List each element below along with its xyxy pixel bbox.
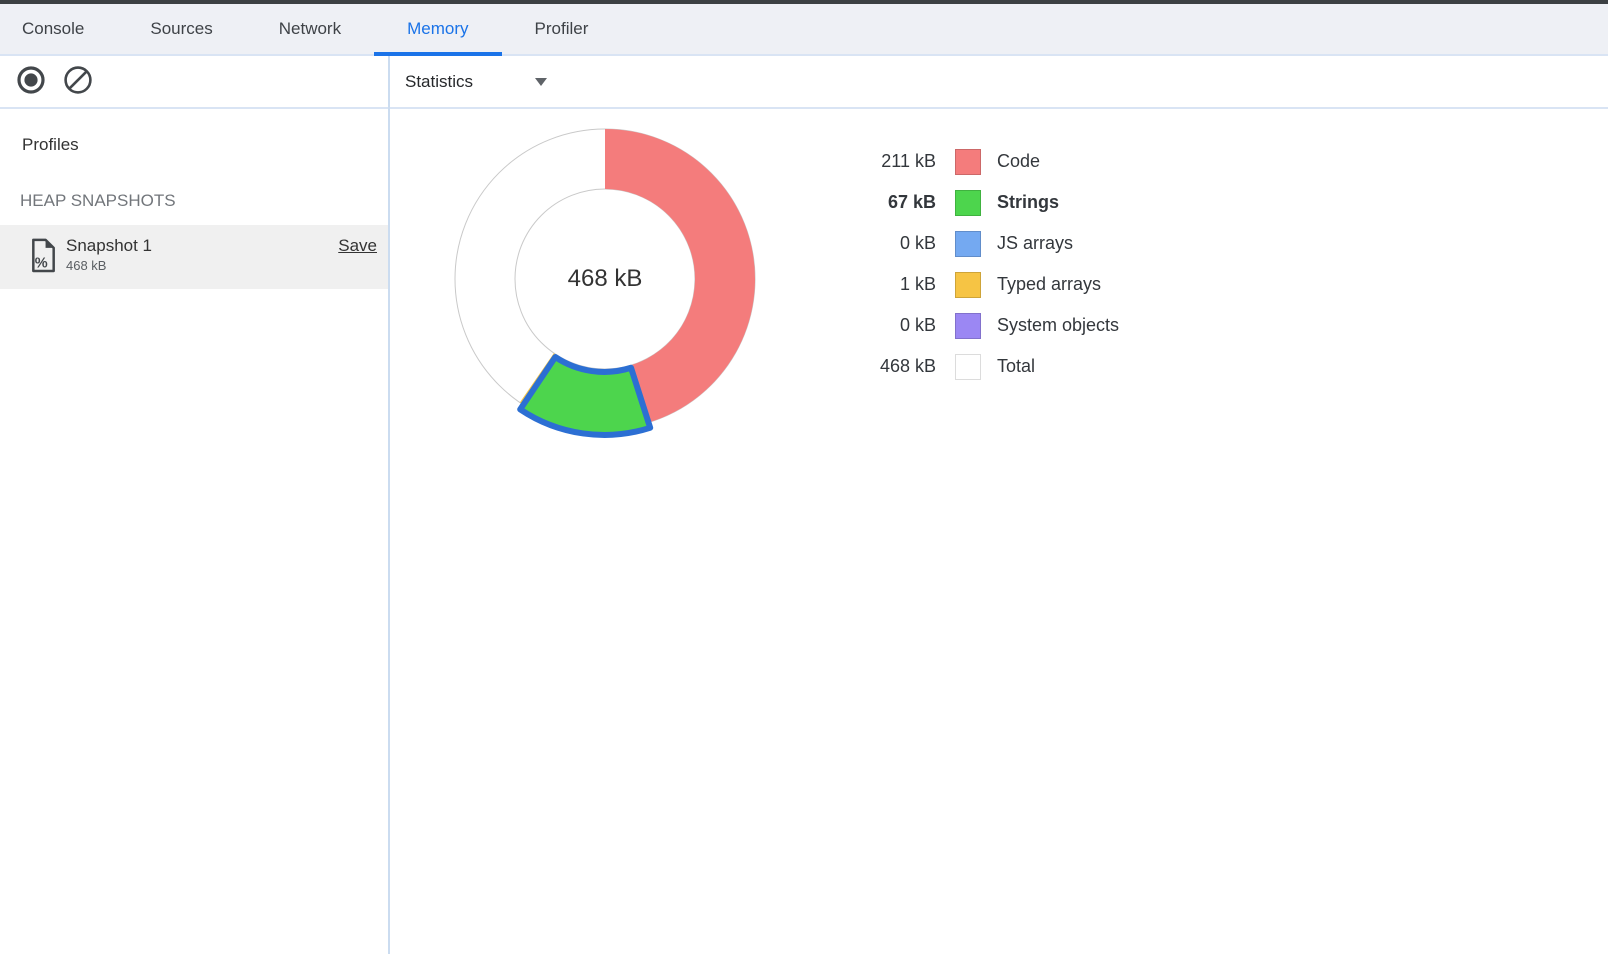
svg-text:%: % bbox=[35, 255, 48, 271]
donut-chart bbox=[454, 128, 756, 438]
view-selector-label: Statistics bbox=[405, 71, 474, 91]
legend-swatch-system-objects bbox=[955, 312, 981, 339]
tab-console[interactable]: Console bbox=[22, 19, 85, 38]
legend-value: 67 kB bbox=[887, 192, 936, 212]
record-icon bbox=[17, 66, 45, 94]
legend-swatch-strings bbox=[955, 189, 981, 216]
legend-label: Total bbox=[997, 356, 1036, 376]
clear-profiles-button[interactable] bbox=[63, 65, 93, 95]
legend-value: 0 kB bbox=[899, 315, 936, 335]
legend-swatch-js-arrays bbox=[955, 230, 981, 257]
pie-slice-strings[interactable] bbox=[517, 354, 654, 438]
chevron-down-icon bbox=[535, 77, 548, 86]
legend-row-code: 211 kB Code bbox=[856, 141, 1119, 182]
pie-slice-code[interactable] bbox=[605, 129, 756, 422]
legend-row-js-arrays: 0 kB JS arrays bbox=[856, 223, 1119, 264]
snapshot-list-item[interactable]: % Snapshot 1 468 kB Save bbox=[0, 225, 388, 289]
legend: 211 kB Code 67 kB Strings 0 kB JS arrays 1 kB T… bbox=[856, 141, 1119, 387]
tab-network[interactable]: Network bbox=[278, 19, 342, 38]
legend-swatch-total bbox=[955, 353, 981, 380]
legend-value: 1 kB bbox=[899, 274, 936, 294]
clear-icon bbox=[64, 66, 92, 94]
snapshot-name: Snapshot 1 bbox=[66, 236, 153, 255]
legend-row-system-objects: 0 kB System objects bbox=[856, 305, 1119, 346]
legend-label: Typed arrays bbox=[997, 274, 1102, 294]
legend-swatch-code bbox=[955, 148, 981, 175]
tab-profiler[interactable]: Profiler bbox=[534, 19, 589, 38]
snapshot-size: 468 kB bbox=[66, 258, 107, 273]
total-size-label: 468 kB bbox=[567, 265, 643, 292]
legend-row-typed-arrays: 1 kB Typed arrays bbox=[856, 264, 1119, 305]
legend-row-strings: 67 kB Strings bbox=[856, 182, 1119, 223]
legend-label: JS arrays bbox=[997, 233, 1074, 253]
heap-snapshots-section-heading: HEAP SNAPSHOTS bbox=[20, 191, 176, 210]
legend-swatch-typed-arrays bbox=[955, 271, 981, 298]
legend-value: 468 kB bbox=[879, 356, 936, 376]
profiles-heading: Profiles bbox=[22, 135, 79, 154]
window-top-edge bbox=[0, 0, 1608, 4]
view-selector-dropdown[interactable]: Statistics bbox=[405, 56, 548, 107]
legend-label: Code bbox=[997, 151, 1041, 171]
save-snapshot-link[interactable]: Save bbox=[338, 236, 377, 255]
profiler-toolbar: Statistics bbox=[0, 56, 1608, 109]
legend-label: Strings bbox=[997, 192, 1060, 212]
panel-splitter[interactable] bbox=[388, 56, 390, 954]
legend-value: 0 kB bbox=[899, 233, 936, 253]
record-heap-snapshot-button[interactable] bbox=[16, 65, 46, 95]
tab-memory[interactable]: Memory bbox=[374, 4, 502, 56]
legend-value: 211 kB bbox=[881, 151, 936, 171]
tab-sources[interactable]: Sources bbox=[150, 19, 213, 38]
legend-row-total: 468 kB Total bbox=[856, 346, 1119, 387]
devtools-tabbar: Console Sources Network Memory Profiler bbox=[0, 4, 1608, 56]
legend-label: System objects bbox=[997, 315, 1120, 335]
heap-snapshot-icon: % bbox=[32, 238, 55, 273]
